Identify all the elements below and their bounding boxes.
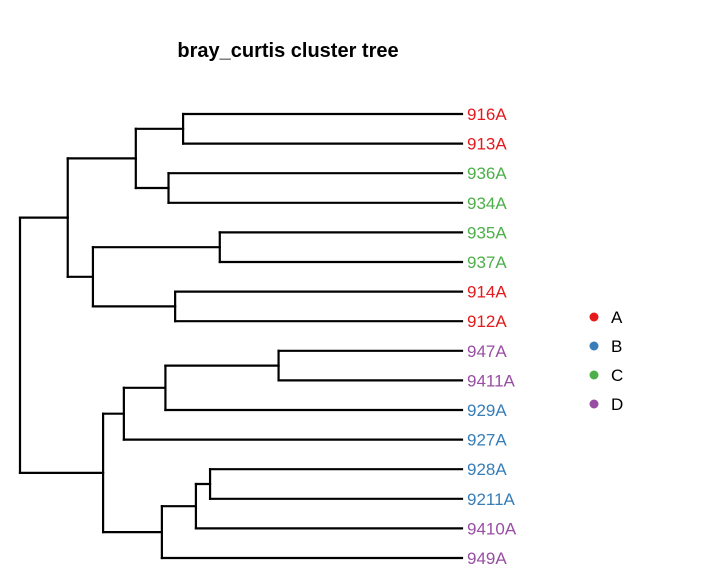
tip-label: 936A — [467, 164, 507, 183]
legend-marker — [589, 312, 599, 322]
tip-label: 914A — [467, 283, 507, 302]
tip-label: 9211A — [467, 490, 516, 509]
tree-branches — [18, 112, 464, 560]
chart-title: bray_curtis cluster tree — [177, 40, 398, 62]
tip-label: 927A — [467, 431, 507, 450]
legend-label: B — [611, 337, 622, 356]
tip-label: 913A — [467, 135, 507, 154]
legend-label: A — [611, 308, 623, 327]
tip-label: 929A — [467, 401, 507, 420]
legend-marker — [589, 341, 599, 351]
tip-label: 937A — [467, 253, 507, 272]
tip-label: 947A — [467, 342, 507, 361]
tip-label: 934A — [467, 194, 507, 213]
tip-label: 935A — [467, 223, 507, 242]
tip-label: 9410A — [467, 519, 517, 538]
tip-label: 916A — [467, 105, 507, 124]
legend-marker — [589, 370, 599, 380]
legend-label: C — [611, 366, 623, 385]
tip-label: 928A — [467, 460, 507, 479]
legend-marker — [589, 399, 599, 409]
tip-label: 9411A — [467, 371, 516, 390]
legend-label: D — [611, 395, 623, 414]
tip-labels: 916A 913A 936A 934A 935A 937A 914A 912A 947A 9411… — [467, 105, 517, 568]
tip-label: 949A — [467, 549, 507, 568]
tip-label: 912A — [467, 312, 507, 331]
